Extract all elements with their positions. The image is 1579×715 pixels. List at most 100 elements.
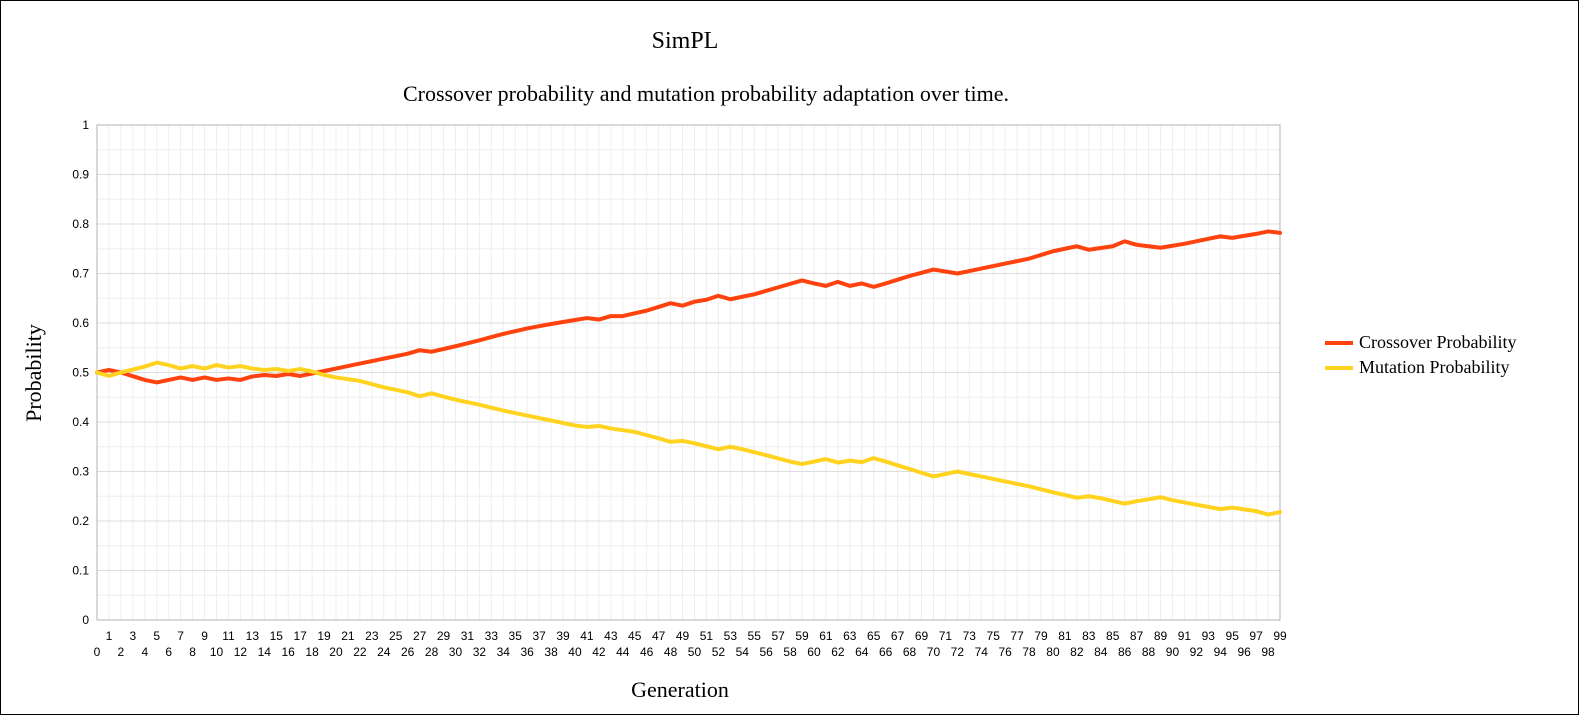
legend-label-mutation: Mutation Probability	[1359, 357, 1510, 377]
y-tick-label: 0.7	[72, 267, 89, 281]
x-tick-label: 20	[329, 645, 343, 659]
x-tick-label: 80	[1046, 645, 1060, 659]
x-tick-label: 91	[1178, 629, 1192, 643]
x-tick-label: 32	[473, 645, 487, 659]
x-tick-label: 22	[353, 645, 367, 659]
x-tick-label: 50	[688, 645, 702, 659]
x-tick-label: 47	[652, 629, 666, 643]
x-tick-label: 76	[998, 645, 1012, 659]
x-tick-label: 41	[580, 629, 594, 643]
y-tick-label: 0.3	[72, 465, 89, 479]
x-tick-label: 21	[341, 629, 355, 643]
x-tick-label: 25	[389, 629, 403, 643]
y-tick-label: 0.2	[72, 514, 89, 528]
x-tick-label: 99	[1273, 629, 1287, 643]
x-tick-label: 49	[676, 629, 690, 643]
x-tick-label: 55	[748, 629, 762, 643]
x-tick-label: 37	[532, 629, 546, 643]
y-tick-label: 0.5	[72, 366, 89, 380]
x-tick-label: 34	[497, 645, 511, 659]
x-tick-label: 23	[365, 629, 379, 643]
y-tick-label: 1	[82, 118, 89, 132]
x-tick-label: 65	[867, 629, 881, 643]
x-tick-label: 40	[568, 645, 582, 659]
x-tick-label: 16	[282, 645, 296, 659]
x-tick-label: 83	[1082, 629, 1096, 643]
x-tick-label: 54	[736, 645, 750, 659]
x-tick-label: 63	[843, 629, 857, 643]
x-tick-label: 4	[141, 645, 148, 659]
x-tick-label: 60	[807, 645, 821, 659]
x-tick-label: 3	[130, 629, 137, 643]
x-tick-label: 2	[118, 645, 125, 659]
x-tick-label: 30	[449, 645, 463, 659]
x-tick-label: 53	[724, 629, 738, 643]
x-tick-label: 79	[1034, 629, 1048, 643]
x-tick-label: 36	[521, 645, 535, 659]
y-tick-label: 0.4	[72, 415, 89, 429]
x-tick-label: 96	[1237, 645, 1251, 659]
x-tick-label: 81	[1058, 629, 1072, 643]
series-lines	[95, 229, 1282, 517]
x-tick-label: 10	[210, 645, 224, 659]
y-tick-label: 0.9	[72, 168, 89, 182]
mutation-probability-line	[95, 360, 1282, 517]
x-tick-label: 42	[592, 645, 606, 659]
x-tick-label: 45	[628, 629, 642, 643]
y-tick-labels: 0 0.1 0.2 0.3 0.4 0.5 0.6 0.7 0.8 0.9 1	[72, 118, 89, 627]
y-tick-label: 0	[82, 613, 89, 627]
x-tick-label: 27	[413, 629, 427, 643]
x-tick-label: 26	[401, 645, 415, 659]
x-tick-label: 38	[544, 645, 558, 659]
x-tick-label: 11	[222, 629, 235, 643]
x-tick-label: 64	[855, 645, 869, 659]
x-tick-label: 31	[461, 629, 475, 643]
x-tick-label: 93	[1202, 629, 1216, 643]
crossover-probability-line	[95, 229, 1282, 385]
x-tick-label: 58	[783, 645, 797, 659]
x-tick-label: 75	[987, 629, 1001, 643]
x-tick-label: 44	[616, 645, 630, 659]
x-tick-label: 85	[1106, 629, 1120, 643]
x-tick-label: 72	[951, 645, 965, 659]
x-tick-label: 68	[903, 645, 917, 659]
x-tick-label: 28	[425, 645, 439, 659]
x-tick-label: 48	[664, 645, 678, 659]
legend-label-crossover: Crossover Probability	[1359, 332, 1517, 352]
x-tick-label: 6	[165, 645, 172, 659]
y-axis-title: Probability	[21, 324, 46, 422]
x-tick-label: 13	[246, 629, 260, 643]
x-tick-label: 73	[963, 629, 977, 643]
chart-subtitle: Crossover probability and mutation proba…	[402, 81, 1010, 106]
x-tick-label: 88	[1142, 645, 1156, 659]
x-tick-label: 1	[106, 629, 113, 643]
x-tick-label: 15	[270, 629, 284, 643]
x-tick-label: 86	[1118, 645, 1132, 659]
x-tick-label: 59	[795, 629, 809, 643]
x-tick-label: 71	[939, 629, 953, 643]
x-tick-label: 84	[1094, 645, 1108, 659]
x-tick-label: 18	[305, 645, 319, 659]
x-axis-title: Generation	[631, 677, 729, 702]
x-tick-label: 33	[485, 629, 499, 643]
legend-swatch-mutation	[1325, 365, 1353, 370]
x-tick-label: 67	[891, 629, 905, 643]
x-tick-label: 7	[177, 629, 184, 643]
x-tick-label: 35	[509, 629, 523, 643]
x-tick-label: 92	[1190, 645, 1204, 659]
x-tick-label: 87	[1130, 629, 1144, 643]
x-tick-label: 51	[700, 629, 714, 643]
y-tick-label: 0.6	[72, 316, 89, 330]
x-tick-label: 77	[1010, 629, 1024, 643]
x-tick-label: 89	[1154, 629, 1168, 643]
y-tick-label: 0.1	[72, 564, 89, 578]
x-tick-label: 66	[879, 645, 893, 659]
x-tick-label: 57	[771, 629, 785, 643]
x-tick-label: 19	[317, 629, 331, 643]
x-tick-label: 97	[1249, 629, 1263, 643]
x-tick-label: 52	[712, 645, 726, 659]
x-tick-label: 17	[293, 629, 307, 643]
x-tick-label: 12	[234, 645, 248, 659]
